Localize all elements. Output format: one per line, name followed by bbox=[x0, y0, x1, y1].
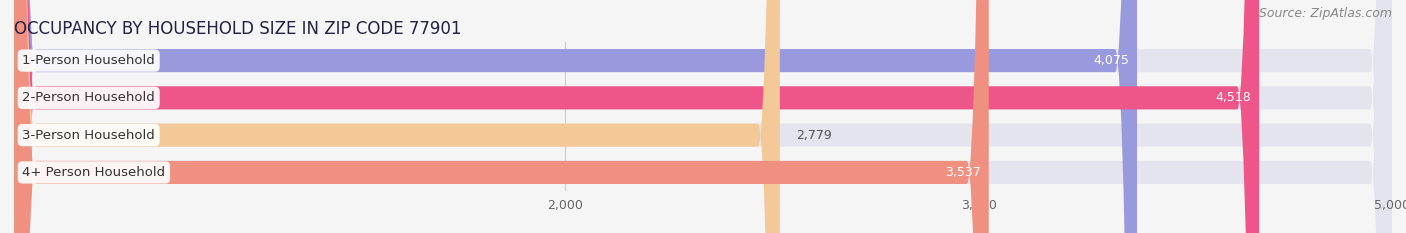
Text: 2,779: 2,779 bbox=[796, 129, 832, 142]
Text: 4+ Person Household: 4+ Person Household bbox=[22, 166, 166, 179]
Text: 4,075: 4,075 bbox=[1092, 54, 1129, 67]
Text: 4,518: 4,518 bbox=[1215, 91, 1251, 104]
Text: 3,537: 3,537 bbox=[945, 166, 980, 179]
FancyBboxPatch shape bbox=[14, 0, 1260, 233]
FancyBboxPatch shape bbox=[14, 0, 1392, 233]
Text: 1-Person Household: 1-Person Household bbox=[22, 54, 155, 67]
FancyBboxPatch shape bbox=[14, 0, 1392, 233]
FancyBboxPatch shape bbox=[14, 0, 780, 233]
Text: Source: ZipAtlas.com: Source: ZipAtlas.com bbox=[1258, 7, 1392, 20]
FancyBboxPatch shape bbox=[14, 0, 1137, 233]
FancyBboxPatch shape bbox=[14, 0, 988, 233]
Text: 3-Person Household: 3-Person Household bbox=[22, 129, 155, 142]
Text: OCCUPANCY BY HOUSEHOLD SIZE IN ZIP CODE 77901: OCCUPANCY BY HOUSEHOLD SIZE IN ZIP CODE … bbox=[14, 20, 461, 38]
FancyBboxPatch shape bbox=[14, 0, 1392, 233]
Text: 2-Person Household: 2-Person Household bbox=[22, 91, 155, 104]
FancyBboxPatch shape bbox=[14, 0, 1392, 233]
